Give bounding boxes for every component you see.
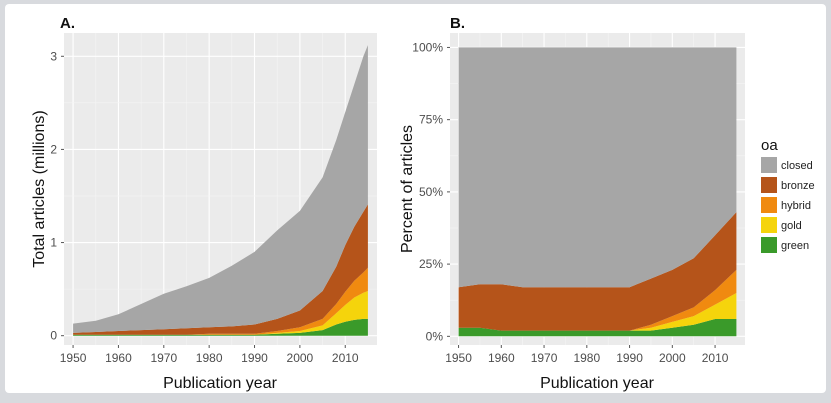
y-tick-label: 100% [412, 40, 443, 54]
x-tick-label: 1960 [105, 351, 132, 365]
legend-swatch-gold [761, 217, 777, 233]
x-tick-label: 2010 [332, 351, 359, 365]
legend-title: oa [761, 137, 778, 154]
legend-swatch-hybrid [761, 197, 777, 213]
y-tick-label: 50% [419, 185, 443, 199]
y-tick-label: 0% [426, 329, 444, 343]
x-axis-title: Publication year [540, 375, 655, 392]
panel-a: 1950 1960 1970 1980 1990 2000 2010 0 1 2 3 Publicat… [31, 15, 377, 392]
legend-label-closed: closed [781, 160, 813, 172]
legend-swatch-closed [761, 157, 777, 173]
x-axis-title: Publication year [163, 375, 278, 392]
x-tick-label: 2000 [659, 351, 686, 365]
x-tick-label: 1970 [150, 351, 177, 365]
legend-label-hybrid: hybrid [781, 200, 811, 212]
x-tick-label: 2000 [287, 351, 314, 365]
y-tick-label: 2 [50, 142, 57, 156]
panel-b: 1950 1960 1970 1980 1990 2000 2010 0% 25% 50% 75% 1… [399, 15, 745, 392]
x-tick-label: 1950 [60, 351, 87, 365]
x-tick-label: 1970 [531, 351, 558, 365]
panel-label: B. [450, 15, 465, 32]
legend-swatch-bronze [761, 177, 777, 193]
series-area-closed [458, 47, 737, 288]
legend-swatch-green [761, 237, 777, 253]
legend-label-bronze: bronze [781, 180, 815, 192]
x-tick-label: 1950 [445, 351, 472, 365]
y-tick-label: 75% [419, 113, 443, 127]
x-tick-label: 2010 [702, 351, 729, 365]
panel-label: A. [60, 15, 75, 32]
series-area-closed [73, 45, 368, 333]
series-area-green [73, 318, 368, 336]
x-tick-label: 1980 [573, 351, 600, 365]
y-tick-label: 25% [419, 257, 443, 271]
legend-label-green: green [781, 240, 809, 252]
y-tick-label: 0 [50, 329, 57, 343]
x-tick-label: 1980 [196, 351, 223, 365]
x-tick-label: 1990 [616, 351, 643, 365]
x-tick-label: 1990 [241, 351, 268, 365]
series-area-green [458, 319, 737, 337]
series-area-bronze [458, 212, 737, 331]
y-tick-label: 1 [50, 236, 57, 250]
y-tick-label: 3 [50, 49, 57, 63]
x-tick-label: 1960 [488, 351, 515, 365]
y-axis-title: Percent of articles [399, 125, 416, 253]
y-axis-title: Total articles (millions) [31, 110, 48, 267]
legend-label-gold: gold [781, 220, 802, 232]
